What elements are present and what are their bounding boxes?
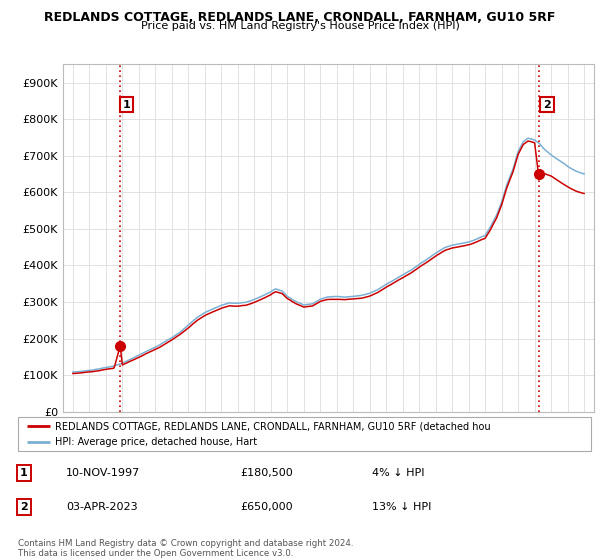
Text: HPI: Average price, detached house, Hart: HPI: Average price, detached house, Hart xyxy=(55,437,257,447)
Text: 10-NOV-1997: 10-NOV-1997 xyxy=(66,468,140,478)
Text: 13% ↓ HPI: 13% ↓ HPI xyxy=(372,502,431,512)
Text: Price paid vs. HM Land Registry's House Price Index (HPI): Price paid vs. HM Land Registry's House … xyxy=(140,21,460,31)
Text: £650,000: £650,000 xyxy=(240,502,293,512)
Text: 2: 2 xyxy=(543,100,551,110)
Text: 1: 1 xyxy=(123,100,131,110)
Text: 03-APR-2023: 03-APR-2023 xyxy=(66,502,137,512)
Text: 1: 1 xyxy=(20,468,28,478)
Text: 2: 2 xyxy=(20,502,28,512)
Text: REDLANDS COTTAGE, REDLANDS LANE, CRONDALL, FARNHAM, GU10 5RF (detached hou: REDLANDS COTTAGE, REDLANDS LANE, CRONDAL… xyxy=(55,421,491,431)
Text: REDLANDS COTTAGE, REDLANDS LANE, CRONDALL, FARNHAM, GU10 5RF: REDLANDS COTTAGE, REDLANDS LANE, CRONDAL… xyxy=(44,11,556,24)
Text: £180,500: £180,500 xyxy=(240,468,293,478)
Text: Contains HM Land Registry data © Crown copyright and database right 2024.
This d: Contains HM Land Registry data © Crown c… xyxy=(18,539,353,558)
Text: 4% ↓ HPI: 4% ↓ HPI xyxy=(372,468,425,478)
